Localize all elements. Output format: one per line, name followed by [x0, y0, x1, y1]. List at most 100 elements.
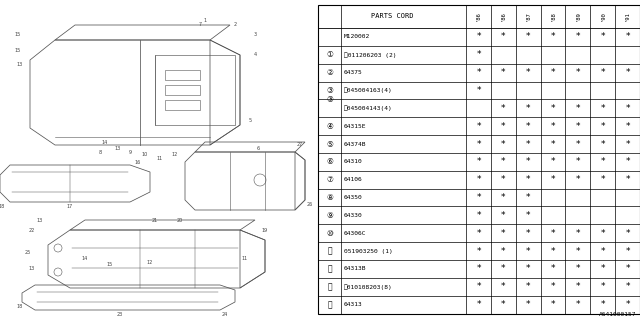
Text: *: *	[625, 122, 630, 131]
Text: *: *	[501, 264, 506, 274]
Text: Ⓑ011206203 (2): Ⓑ011206203 (2)	[344, 52, 396, 58]
Text: '87: '87	[525, 12, 531, 21]
Text: 24: 24	[222, 311, 228, 316]
Text: ⑤: ⑤	[326, 140, 333, 148]
Text: *: *	[526, 157, 531, 166]
Text: 12: 12	[147, 260, 153, 265]
Text: *: *	[625, 104, 630, 113]
Text: *: *	[551, 282, 556, 291]
Text: 64306C: 64306C	[344, 231, 366, 236]
Text: 8: 8	[99, 149, 102, 155]
Text: *: *	[476, 282, 481, 291]
Text: *: *	[526, 247, 531, 256]
Text: ⑪: ⑪	[327, 247, 332, 256]
Text: 64350: 64350	[344, 195, 363, 200]
Text: 64106: 64106	[344, 177, 363, 182]
Text: *: *	[501, 282, 506, 291]
Text: *: *	[625, 32, 630, 41]
Text: PARTS CORD: PARTS CORD	[371, 13, 413, 20]
Text: ⑨: ⑨	[326, 211, 333, 220]
Text: *: *	[625, 68, 630, 77]
Text: *: *	[526, 32, 531, 41]
Text: 12: 12	[172, 153, 178, 157]
Text: *: *	[551, 140, 556, 148]
Text: *: *	[575, 104, 580, 113]
Text: *: *	[501, 300, 506, 309]
Text: A641000157: A641000157	[599, 312, 637, 317]
Text: *: *	[501, 211, 506, 220]
Text: 13: 13	[29, 266, 35, 270]
Text: 27: 27	[297, 142, 303, 148]
Text: *: *	[476, 68, 481, 77]
Text: 9: 9	[129, 149, 131, 155]
Text: *: *	[526, 175, 531, 184]
Text: *: *	[575, 140, 580, 148]
Text: *: *	[625, 175, 630, 184]
Text: *: *	[600, 175, 605, 184]
Text: 64330: 64330	[344, 213, 363, 218]
Text: *: *	[501, 229, 506, 238]
Text: *: *	[575, 122, 580, 131]
Text: *: *	[625, 140, 630, 148]
Text: 13: 13	[37, 218, 43, 222]
Text: '89: '89	[575, 12, 580, 21]
Text: *: *	[625, 300, 630, 309]
Text: *: *	[575, 282, 580, 291]
Text: *: *	[501, 247, 506, 256]
Text: *: *	[476, 264, 481, 274]
Text: *: *	[600, 122, 605, 131]
Text: *: *	[526, 300, 531, 309]
Text: 14: 14	[102, 140, 108, 145]
Text: Ⓢ045004143(4): Ⓢ045004143(4)	[344, 106, 392, 111]
Text: ⑩: ⑩	[326, 229, 333, 238]
Text: *: *	[551, 157, 556, 166]
Text: *: *	[600, 264, 605, 274]
Text: 1: 1	[204, 18, 207, 22]
Text: *: *	[551, 300, 556, 309]
Text: 25: 25	[25, 250, 31, 254]
Text: *: *	[526, 229, 531, 238]
Text: *: *	[526, 140, 531, 148]
Text: 19: 19	[262, 228, 268, 233]
Text: *: *	[600, 247, 605, 256]
Text: *: *	[501, 193, 506, 202]
Text: ①: ①	[326, 50, 333, 59]
Text: *: *	[476, 193, 481, 202]
Text: *: *	[501, 32, 506, 41]
Text: 64374B: 64374B	[344, 141, 366, 147]
Text: *: *	[625, 264, 630, 274]
Text: 15: 15	[15, 33, 21, 37]
Text: ④: ④	[326, 122, 333, 131]
Text: *: *	[575, 68, 580, 77]
Text: 13: 13	[17, 62, 23, 68]
Text: '90: '90	[600, 12, 605, 21]
Text: *: *	[476, 86, 481, 95]
Text: 6: 6	[257, 146, 260, 150]
Text: 15: 15	[107, 262, 113, 268]
Text: 64313: 64313	[344, 302, 363, 307]
Text: *: *	[575, 229, 580, 238]
Text: 16: 16	[135, 159, 141, 164]
Text: '86: '86	[476, 12, 481, 21]
Text: 14: 14	[82, 255, 88, 260]
Text: ③: ③	[326, 95, 333, 104]
Text: ⑭: ⑭	[327, 300, 332, 309]
Text: *: *	[526, 122, 531, 131]
Text: *: *	[476, 175, 481, 184]
Text: M120002: M120002	[344, 34, 370, 39]
Text: 17: 17	[67, 204, 73, 210]
Text: *: *	[551, 122, 556, 131]
Text: ⑥: ⑥	[326, 157, 333, 166]
Text: *: *	[476, 229, 481, 238]
Text: *: *	[526, 104, 531, 113]
Text: ③: ③	[326, 86, 333, 95]
Text: *: *	[600, 140, 605, 148]
Text: 21: 21	[152, 218, 158, 222]
Text: *: *	[575, 157, 580, 166]
Text: 10: 10	[142, 153, 148, 157]
Text: *: *	[600, 68, 605, 77]
Text: 3: 3	[253, 33, 257, 37]
Text: 23: 23	[117, 311, 123, 316]
Text: ⑫: ⑫	[327, 264, 332, 274]
Text: *: *	[526, 68, 531, 77]
